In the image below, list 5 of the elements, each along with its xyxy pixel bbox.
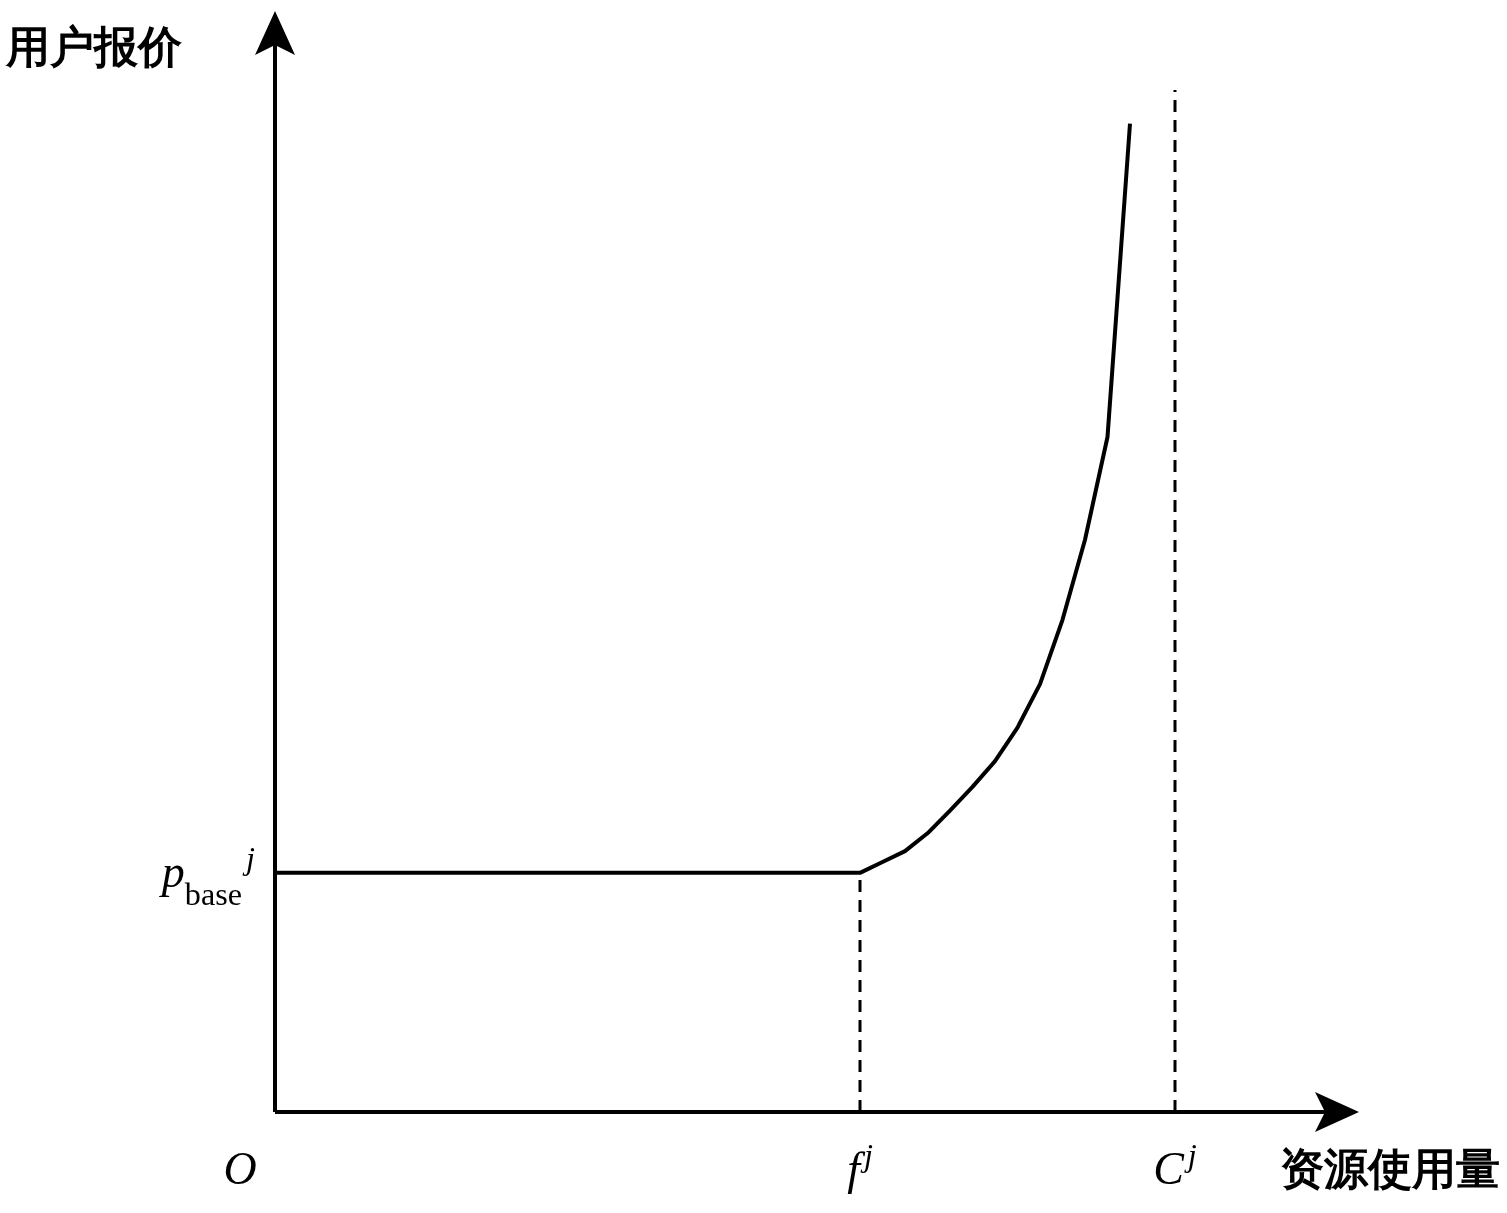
x-axis-title: 资源使用量 [1280,1143,1500,1194]
x-tick-label: f$^{j}$ [847,1137,873,1194]
x-tick-label: C$^{j}$ [1153,1137,1197,1194]
y-axis-title: 用户报价 [5,21,183,72]
x-tick-label: O [223,1143,257,1194]
